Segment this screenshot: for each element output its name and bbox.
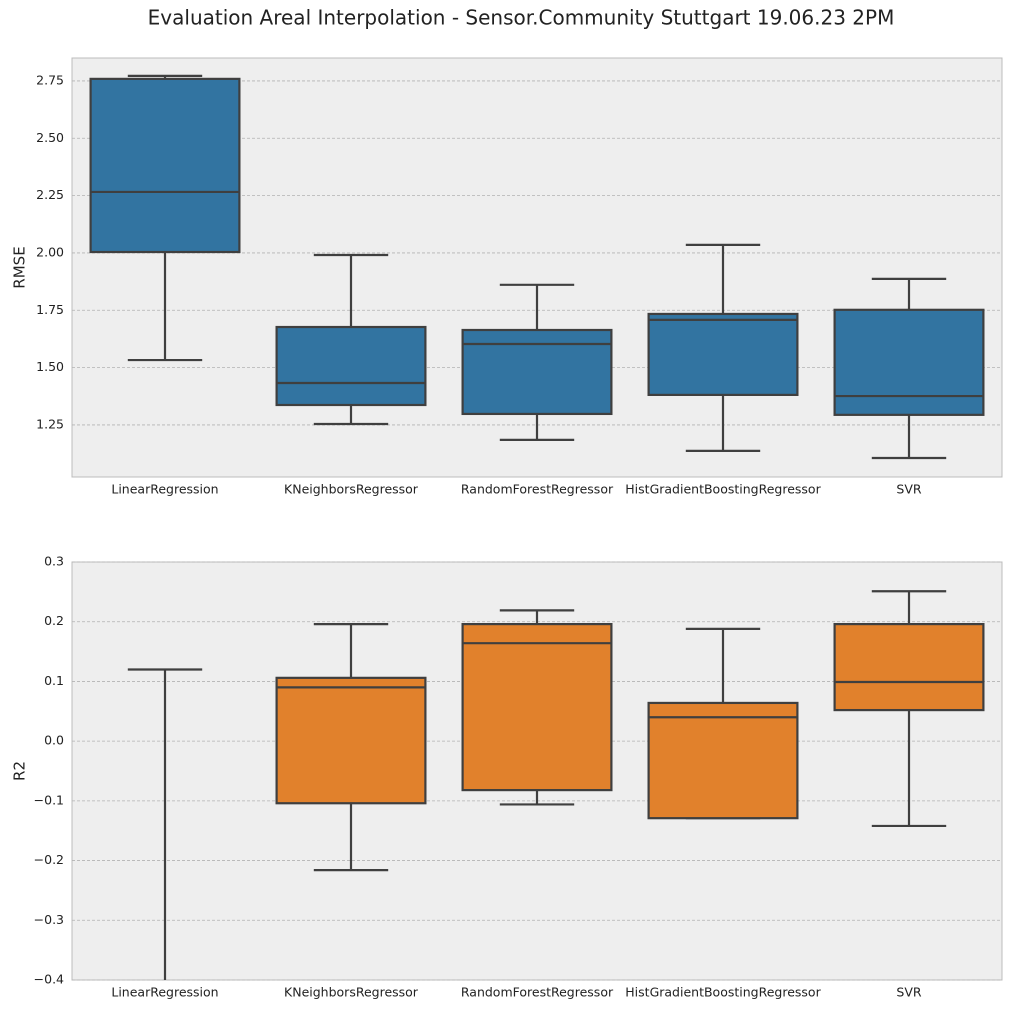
y-tick-label: 2.25 — [36, 187, 64, 202]
boxes — [89, 74, 985, 460]
box — [833, 623, 985, 712]
x-tick-label: SVR — [896, 985, 921, 1000]
figure-title: Evaluation Areal Interpolation - Sensor.… — [148, 6, 895, 30]
x-tick-label: KNeighborsRegressor — [284, 985, 419, 1000]
y-tick-label: −0.3 — [34, 912, 64, 927]
y-axis-label: RMSE — [11, 246, 29, 288]
x-tick-label: HistGradientBoostingRegressor — [625, 985, 821, 1000]
y-tick-label: 1.25 — [36, 416, 64, 431]
y-tick-label: 0.1 — [44, 673, 64, 688]
box — [647, 312, 799, 396]
box — [89, 77, 241, 254]
box — [275, 676, 427, 805]
x-tick-label: LinearRegression — [111, 482, 218, 497]
x-tick-label: KNeighborsRegressor — [284, 482, 419, 497]
box — [833, 308, 985, 416]
x-tick-label: LinearRegression — [111, 985, 218, 1000]
box — [275, 325, 427, 407]
y-tick-label: 1.50 — [36, 359, 64, 374]
y-tick-label: −0.2 — [34, 852, 64, 867]
y-axis-label: R2 — [11, 761, 29, 781]
y-tick-label: −0.4 — [34, 972, 64, 987]
box — [461, 623, 613, 792]
y-tick-label: 0.2 — [44, 613, 64, 628]
y-tick-label: 1.75 — [36, 302, 64, 317]
y-tick-label: −0.1 — [34, 792, 64, 807]
x-tick-label: SVR — [896, 482, 921, 497]
y-tick-label: 0.0 — [44, 733, 64, 748]
x-tick-label: HistGradientBoostingRegressor — [625, 482, 821, 497]
box — [461, 328, 613, 416]
y-tick-label: 2.00 — [36, 244, 64, 259]
x-tick-label: RandomForestRegressor — [461, 985, 614, 1000]
x-tick-label: RandomForestRegressor — [461, 482, 614, 497]
box — [647, 701, 799, 820]
boxes — [127, 590, 985, 980]
y-tick-label: 2.75 — [36, 72, 64, 87]
y-tick-label: 2.50 — [36, 130, 64, 145]
y-tick-label: 0.3 — [44, 554, 64, 569]
